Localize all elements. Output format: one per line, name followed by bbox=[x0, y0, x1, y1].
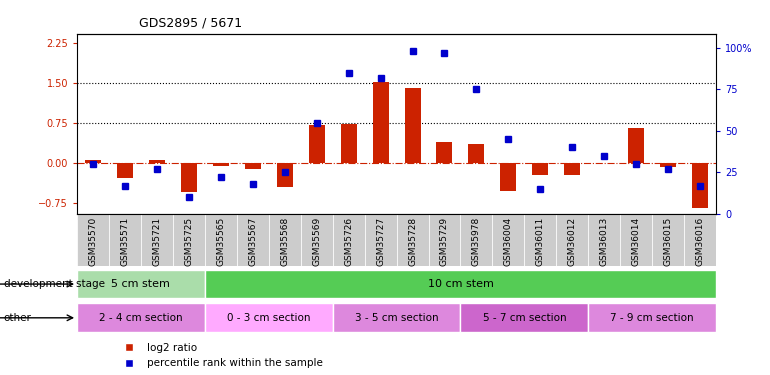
Bar bbox=[77, 270, 205, 298]
Bar bbox=[77, 303, 205, 332]
Text: GSM35571: GSM35571 bbox=[120, 216, 129, 266]
Bar bbox=[460, 214, 493, 266]
Text: 3 - 5 cm section: 3 - 5 cm section bbox=[355, 313, 438, 323]
Text: GSM36015: GSM36015 bbox=[664, 216, 673, 266]
Bar bbox=[172, 214, 205, 266]
Bar bbox=[397, 214, 428, 266]
Text: 2 - 4 cm section: 2 - 4 cm section bbox=[99, 313, 182, 323]
Bar bbox=[404, 88, 420, 163]
Text: 5 - 7 cm section: 5 - 7 cm section bbox=[483, 313, 566, 323]
Text: GSM35569: GSM35569 bbox=[312, 216, 321, 266]
Text: GSM36016: GSM36016 bbox=[695, 216, 705, 266]
Bar bbox=[564, 163, 581, 175]
Text: GDS2895 / 5671: GDS2895 / 5671 bbox=[139, 17, 242, 30]
Bar bbox=[276, 163, 293, 187]
Text: 10 cm stem: 10 cm stem bbox=[427, 279, 494, 289]
Bar bbox=[77, 214, 109, 266]
Bar bbox=[333, 214, 365, 266]
Text: development stage: development stage bbox=[4, 279, 105, 289]
Text: GSM35978: GSM35978 bbox=[472, 216, 481, 266]
Text: GSM35727: GSM35727 bbox=[376, 216, 385, 266]
Bar bbox=[588, 303, 716, 332]
Bar bbox=[149, 160, 165, 163]
Bar bbox=[205, 270, 716, 298]
Bar bbox=[621, 214, 652, 266]
Bar bbox=[141, 214, 173, 266]
Legend: log2 ratio, percentile rank within the sample: log2 ratio, percentile rank within the s… bbox=[114, 339, 327, 372]
Text: GSM35721: GSM35721 bbox=[152, 216, 162, 266]
Bar bbox=[468, 144, 484, 163]
Text: GSM35725: GSM35725 bbox=[184, 216, 193, 266]
Bar bbox=[684, 214, 716, 266]
Text: GSM36004: GSM36004 bbox=[504, 216, 513, 266]
Bar bbox=[365, 214, 397, 266]
Bar bbox=[237, 214, 269, 266]
Text: 0 - 3 cm section: 0 - 3 cm section bbox=[227, 313, 310, 323]
Bar bbox=[340, 124, 357, 163]
Bar bbox=[205, 303, 333, 332]
Bar bbox=[532, 163, 548, 175]
Bar bbox=[373, 82, 389, 163]
Text: GSM35728: GSM35728 bbox=[408, 216, 417, 266]
Text: other: other bbox=[4, 313, 32, 323]
Bar bbox=[660, 163, 676, 167]
Bar bbox=[437, 142, 453, 163]
Bar bbox=[109, 214, 141, 266]
Text: GSM35729: GSM35729 bbox=[440, 216, 449, 266]
Text: 5 cm stem: 5 cm stem bbox=[112, 279, 170, 289]
Bar bbox=[500, 163, 517, 191]
Bar bbox=[245, 163, 261, 170]
Text: GSM35567: GSM35567 bbox=[248, 216, 257, 266]
Bar bbox=[692, 163, 708, 209]
Bar bbox=[213, 163, 229, 166]
Bar bbox=[524, 214, 556, 266]
Bar bbox=[205, 214, 237, 266]
Text: GSM35565: GSM35565 bbox=[216, 216, 226, 266]
Text: GSM36012: GSM36012 bbox=[567, 216, 577, 266]
Text: 7 - 9 cm section: 7 - 9 cm section bbox=[611, 313, 694, 323]
Bar bbox=[556, 214, 588, 266]
Bar bbox=[300, 214, 333, 266]
Bar bbox=[181, 163, 197, 192]
Text: GSM36013: GSM36013 bbox=[600, 216, 609, 266]
Text: GSM36014: GSM36014 bbox=[631, 216, 641, 266]
Bar bbox=[309, 124, 325, 163]
Bar bbox=[85, 160, 101, 163]
Bar bbox=[493, 214, 524, 266]
Text: GSM36011: GSM36011 bbox=[536, 216, 545, 266]
Bar bbox=[429, 214, 460, 266]
Text: GSM35568: GSM35568 bbox=[280, 216, 290, 266]
Bar bbox=[628, 128, 644, 163]
Bar bbox=[652, 214, 684, 266]
Bar bbox=[588, 214, 621, 266]
Bar bbox=[117, 163, 133, 178]
Bar bbox=[269, 214, 300, 266]
Bar bbox=[333, 303, 460, 332]
Text: GSM35726: GSM35726 bbox=[344, 216, 353, 266]
Text: GSM35570: GSM35570 bbox=[89, 216, 98, 266]
Bar bbox=[460, 303, 588, 332]
